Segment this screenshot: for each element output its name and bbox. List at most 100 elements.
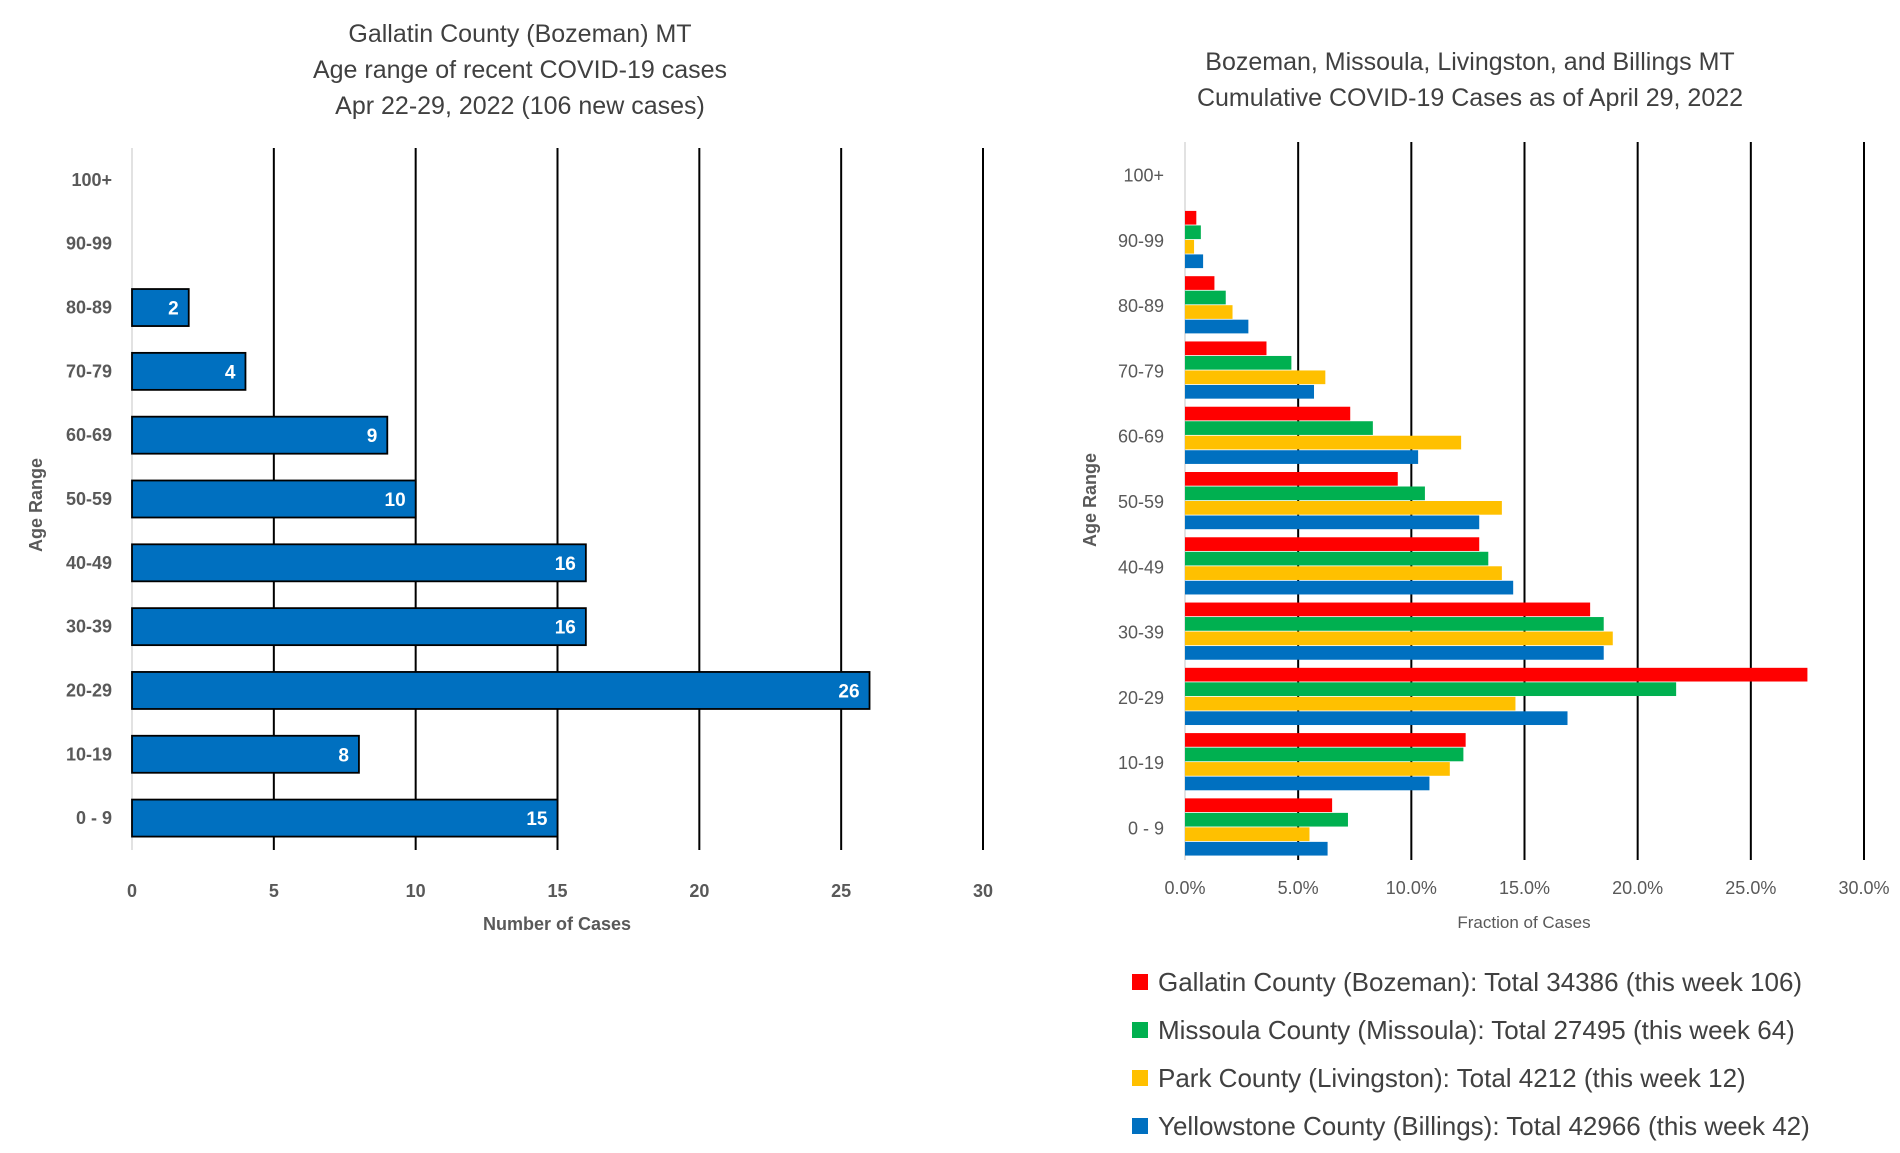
legend-label: Park County (Livingston): Total 4212 (th… — [1158, 1062, 1746, 1093]
legend-swatch-gallatin — [1132, 974, 1148, 990]
chart-title-line: Gallatin County (Bozeman) MT — [348, 20, 692, 48]
y-tick-label: 0 - 9 — [76, 808, 112, 828]
x-tick-label: 0.0% — [1164, 878, 1205, 898]
bar — [131, 415, 389, 455]
bar — [1185, 617, 1604, 631]
y-tick-label: 40-49 — [1118, 557, 1164, 577]
bar — [1185, 290, 1226, 305]
x-tick-label: 15 — [547, 881, 567, 901]
bar — [1185, 696, 1516, 711]
x-tick-label: 25.0% — [1725, 878, 1776, 898]
y-tick-label: 10-19 — [1118, 753, 1164, 773]
y-tick-label: 60-69 — [1118, 427, 1164, 447]
bar — [131, 543, 587, 583]
data-label: 9 — [367, 426, 378, 447]
bar — [1185, 762, 1450, 776]
bar — [1185, 355, 1292, 370]
bar — [1185, 276, 1215, 290]
chart-title-line: Apr 22-29, 2022 (106 new cases) — [335, 92, 705, 120]
chart-title: Gallatin County (Bozeman) MT Age range o… — [0, 16, 1040, 124]
bar — [1185, 515, 1480, 530]
bar — [1185, 239, 1195, 254]
bar — [131, 479, 417, 519]
bar — [1185, 798, 1333, 813]
y-tick-label: 90-99 — [1118, 231, 1164, 251]
x-tick-label: 20.0% — [1612, 878, 1663, 898]
y-tick-label: 10-19 — [66, 744, 112, 764]
legend: Gallatin County (Bozeman): Total 34386 (… — [1132, 958, 1810, 1150]
bar — [1185, 305, 1233, 319]
x-tick-label: 30 — [973, 881, 993, 901]
data-label: 10 — [385, 490, 406, 511]
bar — [1185, 210, 1197, 225]
data-label: 4 — [225, 362, 236, 383]
bar — [1185, 472, 1398, 486]
bar — [1185, 667, 1808, 682]
bar — [131, 798, 559, 838]
bar — [1185, 812, 1348, 827]
bar — [1185, 827, 1310, 842]
bar — [1185, 747, 1464, 762]
bar — [131, 351, 247, 391]
y-tick-label: 0 - 9 — [1128, 818, 1164, 838]
data-label: 26 — [838, 681, 859, 702]
legend-swatch-missoula — [1132, 1022, 1148, 1038]
x-tick-label: 30.0% — [1838, 878, 1889, 898]
y-tick-label: 70-79 — [1118, 361, 1164, 381]
legend-item: Gallatin County (Bozeman): Total 34386 (… — [1132, 958, 1810, 1006]
x-tick-label: 10.0% — [1386, 878, 1437, 898]
x-tick-label: 10 — [406, 881, 426, 901]
data-label: 16 — [555, 618, 576, 639]
chart-plot: Age Range Fraction of Cases 0.0% 5.0% 10.0… — [1080, 142, 1890, 932]
x-tick-label: 15.0% — [1499, 878, 1550, 898]
y-tick-label: 100+ — [1123, 166, 1164, 186]
cumulative-bar-chart: Bozeman, Missoula, Livingston, and Billi… — [1040, 0, 1900, 1153]
data-label: 8 — [338, 745, 349, 766]
legend-item: Park County (Livingston): Total 4212 (th… — [1132, 1054, 1810, 1102]
bar — [131, 288, 190, 327]
y-tick-label: 90-99 — [66, 234, 112, 254]
chart-title-line: Bozeman, Missoula, Livingston, and Billi… — [1205, 48, 1735, 76]
bar — [1185, 646, 1604, 660]
bar — [1185, 602, 1591, 617]
bar — [1185, 682, 1677, 697]
x-tick-label: 5 — [269, 881, 279, 901]
chart-plot: Age Range Number of Cases 0 5 10 15 20 25 30 10… — [26, 148, 993, 934]
bar — [131, 734, 360, 774]
bar — [1185, 370, 1326, 385]
bar — [1185, 341, 1267, 356]
x-tick-label: 25 — [831, 881, 851, 901]
y-tick-label: 20-29 — [1118, 688, 1164, 708]
legend-label: Yellowstone County (Billings): Total 429… — [1158, 1110, 1810, 1141]
bar — [1185, 711, 1568, 726]
y-tick-label: 30-39 — [1118, 623, 1164, 643]
y-tick-label: 60-69 — [66, 425, 112, 445]
bar — [1185, 384, 1315, 399]
age-range-bar-chart: Gallatin County (Bozeman) MT Age range o… — [0, 0, 1040, 1000]
y-tick-label: 20-29 — [66, 680, 112, 700]
bar — [1185, 406, 1351, 421]
chart-title-line: Cumulative COVID-19 Cases as of April 29… — [1196, 84, 1744, 112]
bar — [1185, 776, 1430, 791]
x-axis-title: Fraction of Cases — [1457, 913, 1590, 932]
bar — [131, 671, 871, 710]
y-tick-label: 80-89 — [1118, 296, 1164, 316]
legend-label: Missoula County (Missoula): Total 27495 … — [1158, 1014, 1795, 1045]
legend-swatch-park — [1132, 1070, 1148, 1086]
y-axis-title: Age Range — [26, 458, 46, 552]
legend-item: Yellowstone County (Billings): Total 429… — [1132, 1102, 1810, 1150]
bar — [1185, 733, 1466, 747]
bar — [1185, 435, 1462, 450]
bar — [1185, 551, 1489, 566]
x-tick-label: 0 — [127, 881, 137, 901]
y-tick-label: 50-59 — [1118, 492, 1164, 512]
bar — [1185, 486, 1425, 501]
y-tick-label: 80-89 — [66, 298, 112, 318]
bar — [1185, 319, 1249, 334]
y-axis-title: Age Range — [1080, 453, 1100, 547]
bar — [1185, 631, 1613, 646]
y-tick-label: 40-49 — [66, 553, 112, 573]
bar — [1185, 566, 1502, 580]
bar — [1185, 225, 1201, 240]
bar — [1185, 501, 1502, 515]
